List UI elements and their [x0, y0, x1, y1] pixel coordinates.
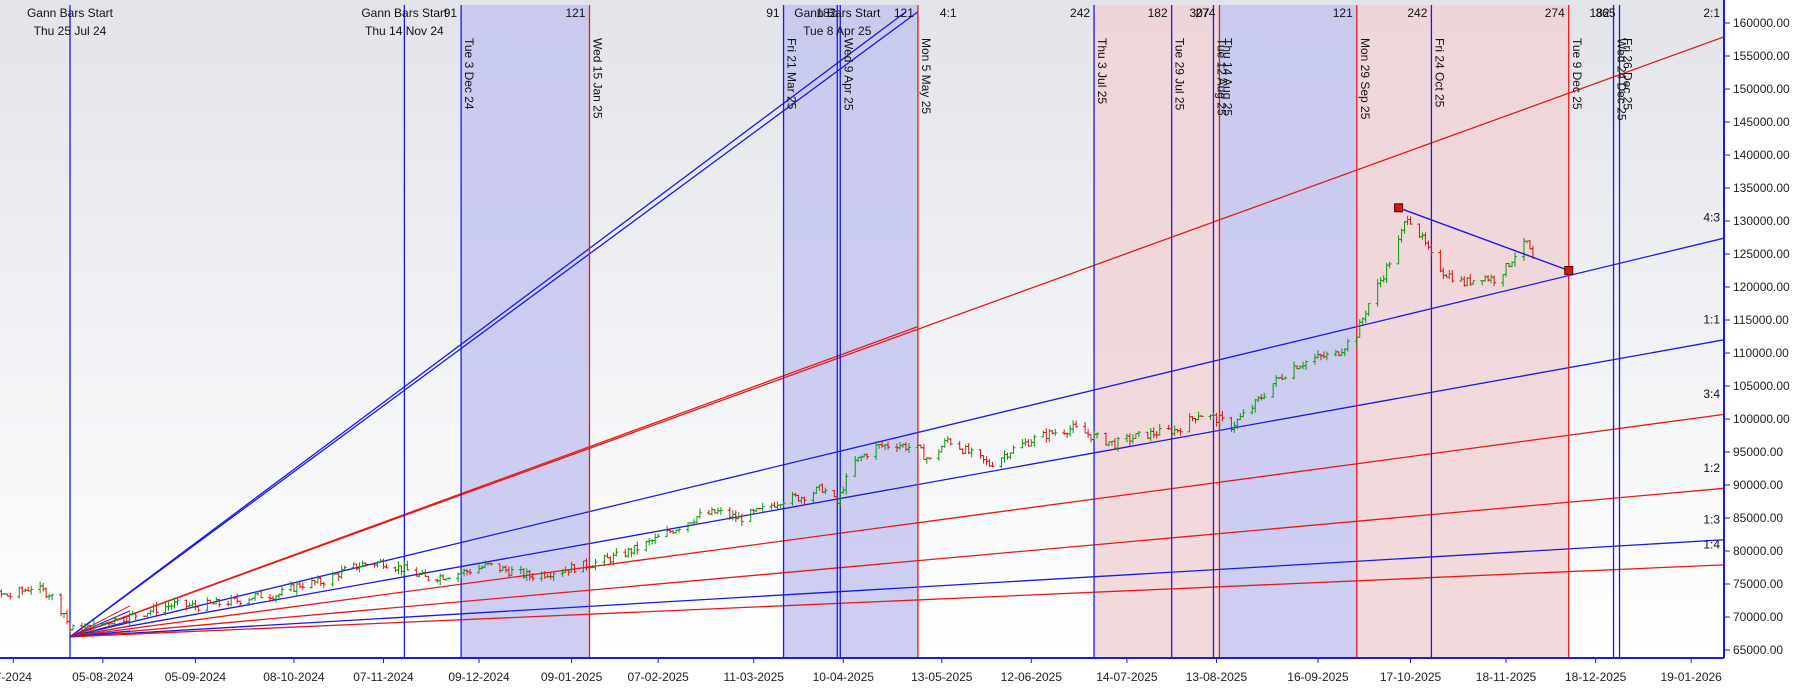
x-tick-label: 05-09-2024 [165, 670, 227, 684]
bar-count-label: 274 [1545, 6, 1565, 20]
shaded-region-0 [461, 5, 589, 658]
gann-start-date: Thu 14 Nov 24 [365, 24, 444, 38]
x-tick-label: 18-11-2025 [1476, 670, 1537, 684]
y-tick-label: 115000.00 [1733, 313, 1789, 327]
fan-ratio-label: 4:3 [1703, 211, 1720, 225]
x-tick-label: 11-03-2025 [723, 670, 784, 684]
y-tick-label: 100000.00 [1733, 412, 1790, 426]
trend-marker-start [1395, 204, 1403, 212]
vertical-date-label: Tue 29 Jul 25 [1173, 38, 1187, 111]
bar-count-label: 365 [1595, 6, 1615, 20]
y-tick-label: 150000.00 [1733, 82, 1790, 96]
bar-count-label: 121 [894, 6, 914, 20]
gann-start-date: Tue 8 Apr 25 [803, 24, 872, 38]
vertical-date-label: Mon 29 Sep 25 [1358, 38, 1372, 120]
bar-count-label: 274 [1195, 6, 1215, 20]
gann-start-date: Thu 25 Jul 24 [34, 24, 107, 38]
x-axis: 7-2024 05-08-2024 05-09-2024 08-10-2024 07-1… [0, 658, 1800, 687]
x-tick-label: 05-08-2024 [72, 670, 134, 684]
vertical-date-label: Thu 14 Aug 25 [1220, 38, 1234, 116]
y-tick-label: 85000.00 [1733, 511, 1783, 525]
fan-ratio-label: 1:4 [1703, 537, 1720, 551]
y-tick-label: 65000.00 [1733, 643, 1783, 657]
fan-ratio-top-label: 4:1 [940, 6, 957, 20]
y-tick-label: 75000.00 [1733, 577, 1783, 591]
x-tick-label: 12-06-2025 [1001, 670, 1063, 684]
bar-count-label: 121 [565, 6, 585, 20]
bar-count-label: 242 [1070, 6, 1090, 20]
vertical-date-label: Fri 24 Oct 25 [1432, 38, 1446, 108]
fan-ratio-label: 1:1 [1703, 312, 1720, 326]
vertical-date-label: Wed 9 Apr 25 [841, 38, 855, 111]
vertical-date-label: Tue 3 Dec 24 [462, 38, 476, 110]
vertical-date-label: Fri 26 Dec 25 [1621, 38, 1635, 110]
y-tick-label: 90000.00 [1733, 478, 1783, 492]
vertical-date-label: Mon 5 May 25 [919, 38, 933, 114]
fan-ratio-label: 2:1 [1703, 6, 1720, 20]
y-tick-label: 130000.00 [1733, 214, 1790, 228]
shaded-region-2 [1094, 5, 1219, 658]
x-tick-label: 09-01-2025 [541, 670, 603, 684]
y-tick-label: 110000.00 [1733, 346, 1789, 360]
y-tick-label: 160000.00 [1733, 16, 1790, 30]
gann-start-label: Gann Bars Start [794, 6, 881, 20]
trend-marker-end [1565, 267, 1573, 275]
vertical-date-label: Tue 9 Dec 25 [1570, 38, 1584, 110]
y-tick-label: 105000.00 [1733, 379, 1790, 393]
x-tick-label: 16-09-2025 [1287, 670, 1349, 684]
y-tick-label: 80000.00 [1733, 544, 1783, 558]
bar-count-label: 121 [1333, 6, 1353, 20]
x-tick-label: 7-2024 [0, 670, 32, 684]
x-tick-label: 19-01-2026 [1660, 670, 1722, 684]
vertical-date-label: Thu 3 Jul 25 [1095, 38, 1109, 104]
x-tick-label: 18-12-2025 [1565, 670, 1627, 684]
x-tick-label: 10-04-2025 [813, 670, 875, 684]
y-tick-label: 95000.00 [1733, 445, 1783, 459]
x-tick-label: 14-07-2025 [1096, 670, 1158, 684]
vertical-date-label: Wed 15 Jan 25 [590, 38, 604, 119]
y-tick-label: 140000.00 [1733, 148, 1790, 162]
y-tick-label: 125000.00 [1733, 247, 1790, 261]
x-tick-label: 07-02-2025 [627, 670, 689, 684]
bar-count-label: 91 [766, 6, 780, 20]
y-tick-label: 135000.00 [1733, 181, 1790, 195]
bar-count-label: 182 [1148, 6, 1168, 20]
x-tick-label: 17-10-2025 [1380, 670, 1442, 684]
y-tick-label: 70000.00 [1733, 610, 1783, 624]
y-tick-label: 145000.00 [1733, 115, 1790, 129]
gann-start-label: Gann Bars Start [27, 6, 114, 20]
bar-count-label: 182 [816, 6, 836, 20]
bar-count-label: 242 [1407, 6, 1427, 20]
gann-start-label: Gann Bars Start [361, 6, 448, 20]
y-tick-label: 120000.00 [1733, 280, 1790, 294]
x-tick-label: 13-08-2025 [1186, 670, 1248, 684]
y-axis: 65000.00 70000.00 75000.00 80000.00 85000.00… [1724, 0, 1800, 687]
fan-ratio-label: 1:2 [1703, 461, 1720, 475]
vertical-date-label: Fri 21 Mar 25 [785, 38, 799, 110]
x-tick-label: 07-11-2024 [353, 670, 414, 684]
x-tick-label: 08-10-2024 [263, 670, 325, 684]
x-tick-label: 09-12-2024 [448, 670, 510, 684]
y-tick-label: 155000.00 [1733, 49, 1790, 63]
x-tick-label: 13-05-2025 [911, 670, 973, 684]
bar-count-label: 91 [444, 6, 458, 20]
fan-ratio-label: 3:4 [1703, 387, 1720, 401]
fan-ratio-label: 1:3 [1703, 512, 1720, 526]
